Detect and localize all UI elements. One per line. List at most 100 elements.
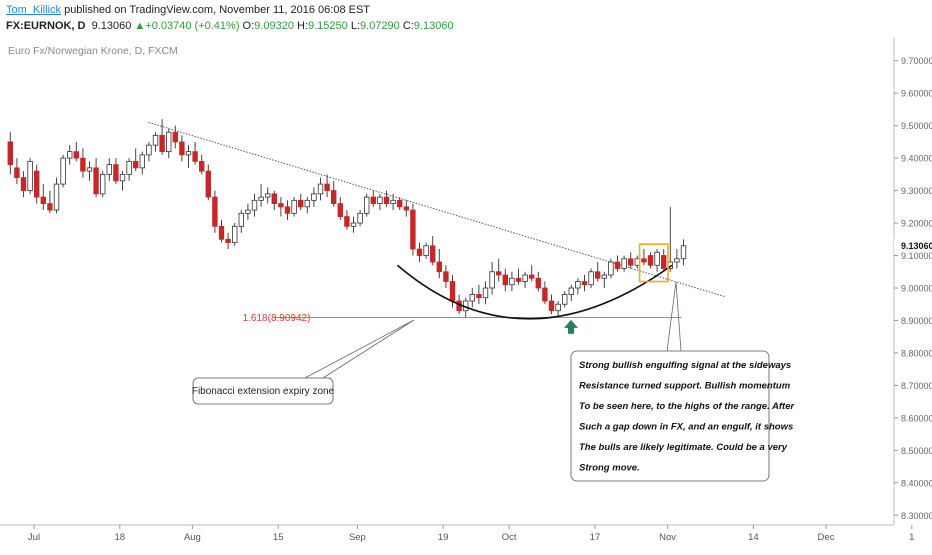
candle-body-up — [390, 199, 396, 204]
candle-body-up — [674, 258, 680, 263]
candle-body-down — [396, 199, 403, 208]
candle-body-down — [614, 261, 621, 269]
candle-body-up — [555, 303, 561, 312]
candle — [575, 278, 581, 295]
candle — [86, 161, 93, 181]
fib-level-label: 1.618(8.90942) — [243, 313, 311, 324]
chart-header: Tom_Killick published on TradingView.com… — [0, 0, 932, 40]
last-price: 9.13060 — [91, 20, 132, 32]
candle-body-down — [383, 196, 390, 204]
candle — [73, 141, 79, 162]
y-tick-label: 8.90000 — [901, 316, 932, 326]
candle — [595, 262, 601, 282]
candle — [357, 210, 363, 227]
engulf-callout-pointer — [666, 281, 682, 352]
candle-body-up — [165, 131, 172, 153]
symbol-line: FX:EURNOK, D 9.13060 ▲+0.03740 (+0.41%) … — [6, 20, 454, 32]
candle — [548, 294, 555, 314]
candle-body-up — [238, 212, 244, 227]
candle — [53, 177, 60, 214]
y-tick-label: 8.30000 — [901, 511, 932, 521]
candle — [654, 249, 660, 272]
candle — [396, 197, 403, 211]
y-tick-label: 9.70000 — [901, 56, 932, 66]
candle-body-down — [403, 206, 409, 211]
engulf-callout-line: Such a gap down in FX, and an engulf, it… — [579, 422, 793, 433]
bullish-arrow-icon — [564, 319, 578, 334]
candle-body-down — [225, 238, 231, 243]
y-tick-label: 8.70000 — [901, 381, 932, 391]
price-chart[interactable]: Euro Fx/Norwegian Krone, D, FXCM 9.70000… — [0, 38, 932, 550]
chart-area[interactable]: Euro Fx/Norwegian Krone, D, FXCM 9.70000… — [0, 38, 932, 550]
high-value: 9.15250 — [308, 20, 348, 32]
candle — [489, 262, 495, 295]
candle — [436, 249, 442, 279]
candle-body-up — [377, 196, 383, 204]
candle-body-down — [641, 258, 647, 263]
candle — [410, 203, 416, 256]
candle-body-down — [14, 167, 20, 179]
candle-body-up — [680, 245, 687, 260]
candle-body-down — [198, 160, 205, 172]
candle — [588, 268, 594, 288]
candle-body-down — [205, 170, 211, 198]
candle-body-down — [80, 157, 86, 172]
candle — [529, 265, 535, 282]
candle — [661, 249, 667, 272]
candle — [245, 203, 251, 220]
candle-body-down — [443, 271, 449, 282]
candle — [34, 164, 40, 204]
x-tick-label: Jul — [28, 532, 40, 543]
engulf-callout-line: Strong move. — [579, 463, 640, 474]
high-label: H: — [297, 20, 308, 32]
candle — [555, 300, 561, 318]
candle — [522, 271, 528, 288]
candle — [27, 158, 33, 194]
publish-line: Tom_Killick published on TradingView.com… — [6, 4, 370, 16]
y-tick-label: 8.50000 — [901, 446, 932, 456]
candle-body-down — [271, 193, 277, 204]
candle-body-down — [297, 199, 304, 208]
candle-body-down — [159, 135, 165, 153]
candle-body-down — [113, 164, 119, 182]
candle — [317, 177, 324, 201]
candle — [502, 268, 508, 292]
author-link[interactable]: Tom_Killick — [6, 4, 62, 16]
candle-body-up — [146, 144, 152, 156]
candle — [495, 258, 502, 282]
candle-body-up — [251, 199, 258, 211]
fib-callout-text: Fibonacci extension expiry zone — [192, 386, 335, 397]
candle-body-down — [548, 300, 555, 312]
candle — [218, 219, 225, 243]
candle-body-down — [93, 167, 99, 195]
candle — [93, 158, 99, 198]
candle-body-down — [192, 151, 198, 162]
candle — [225, 232, 231, 250]
candle-body-up — [562, 294, 568, 305]
engulf-callout-line: Strong bullish engulfing signal at the s… — [579, 360, 791, 371]
x-tick-label: Dec — [818, 532, 835, 543]
candle-body-up — [423, 245, 429, 256]
close-label: C: — [402, 20, 414, 32]
candle — [132, 148, 139, 172]
candle — [278, 197, 284, 217]
candle-body-down — [535, 277, 541, 289]
candle — [47, 190, 53, 214]
candle-body-up — [67, 151, 73, 159]
candle — [119, 171, 126, 191]
candle-body-up — [522, 274, 528, 282]
candle — [264, 187, 271, 204]
candle — [614, 255, 621, 272]
candle — [291, 197, 297, 217]
y-tick-label: 9.30000 — [901, 186, 932, 196]
candle-body-up — [106, 164, 112, 175]
candle — [20, 171, 27, 198]
close-value: 9.13060 — [413, 20, 454, 32]
candle — [205, 164, 211, 201]
candle-body-up — [311, 193, 317, 201]
candle-body-down — [278, 203, 284, 208]
candle — [284, 200, 291, 220]
candle — [231, 223, 238, 246]
candle-body-up — [126, 160, 132, 175]
x-tick-label: Aug — [184, 532, 201, 543]
